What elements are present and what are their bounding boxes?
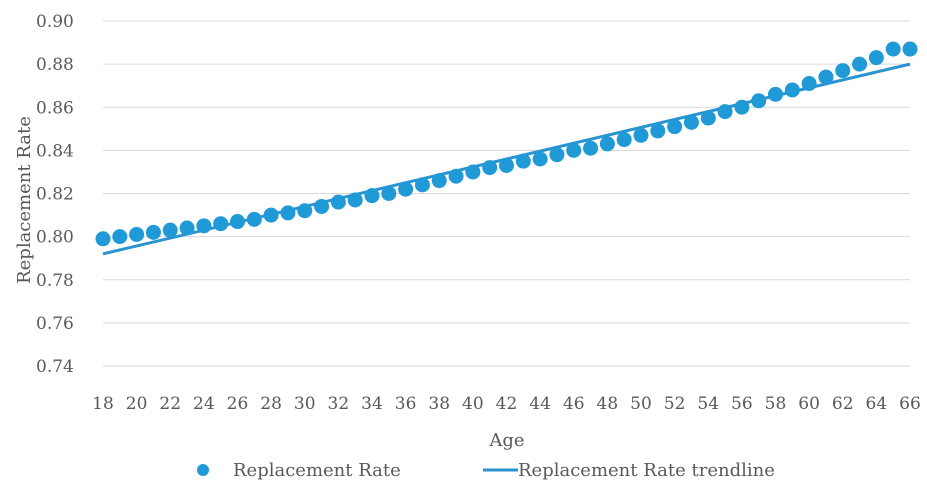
data-point bbox=[616, 132, 632, 148]
x-tick-label: 66 bbox=[899, 394, 921, 414]
data-point bbox=[868, 50, 884, 66]
data-point bbox=[364, 188, 380, 204]
data-point bbox=[583, 140, 599, 156]
data-point bbox=[314, 198, 330, 214]
x-tick-label: 50 bbox=[630, 394, 652, 414]
x-tick-label: 24 bbox=[193, 394, 215, 414]
legend-label-trendline: Replacement Rate trendline bbox=[518, 460, 775, 481]
x-tick-label: 58 bbox=[765, 394, 787, 414]
x-tick-label: 18 bbox=[92, 394, 114, 414]
scatter-series bbox=[95, 41, 918, 247]
y-tick-label: 0.76 bbox=[36, 314, 74, 334]
data-point bbox=[330, 194, 346, 210]
x-tick-label: 20 bbox=[126, 394, 148, 414]
x-tick-label: 30 bbox=[294, 394, 316, 414]
x-tick-labels: 18 20 22 24 26 28 30 32 34 36 38 40 42 44 46 48 50 52 54 56… bbox=[92, 394, 921, 414]
data-point bbox=[129, 226, 145, 242]
data-point bbox=[532, 151, 548, 167]
y-tick-labels: 0.74 0.76 0.78 0.80 0.82 0.84 0.86 0.88 0.90 bbox=[36, 12, 74, 377]
x-tick-label: 54 bbox=[697, 394, 719, 414]
legend: Replacement Rate Replacement Rate trendl… bbox=[197, 460, 775, 481]
data-point bbox=[381, 186, 397, 201]
y-tick-label: 0.82 bbox=[36, 185, 74, 205]
data-point bbox=[297, 203, 313, 219]
y-tick-label: 0.84 bbox=[36, 141, 74, 161]
data-point bbox=[414, 177, 430, 193]
data-point bbox=[145, 224, 161, 240]
data-point bbox=[633, 127, 649, 143]
data-point bbox=[818, 69, 834, 85]
data-point bbox=[667, 119, 683, 135]
data-point bbox=[448, 168, 464, 184]
x-axis-title: Age bbox=[488, 430, 524, 451]
data-point bbox=[230, 214, 245, 230]
x-tick-label: 36 bbox=[395, 394, 417, 414]
y-tick-label: 0.80 bbox=[36, 228, 74, 248]
data-point bbox=[549, 147, 565, 163]
data-point bbox=[347, 192, 363, 208]
x-tick-label: 38 bbox=[428, 394, 450, 414]
data-point bbox=[515, 153, 531, 169]
legend-marker-points bbox=[197, 464, 209, 476]
x-tick-label: 28 bbox=[260, 394, 282, 414]
x-tick-label: 40 bbox=[462, 394, 484, 414]
data-point bbox=[431, 173, 447, 189]
data-point bbox=[784, 82, 800, 98]
y-tick-label: 0.88 bbox=[36, 55, 74, 75]
x-tick-label: 48 bbox=[597, 394, 619, 414]
x-tick-label: 46 bbox=[563, 394, 585, 414]
data-point bbox=[112, 229, 128, 245]
data-point bbox=[213, 216, 229, 232]
data-point bbox=[852, 56, 868, 72]
data-point bbox=[801, 76, 817, 92]
data-point bbox=[196, 218, 212, 234]
x-tick-label: 26 bbox=[227, 394, 249, 414]
data-point bbox=[566, 142, 582, 158]
x-tick-label: 34 bbox=[361, 394, 383, 414]
x-tick-label: 22 bbox=[159, 394, 181, 414]
data-point bbox=[768, 86, 783, 102]
data-point bbox=[751, 93, 767, 109]
y-axis-title: Replacement Rate bbox=[14, 116, 35, 284]
data-point bbox=[263, 207, 279, 223]
data-point bbox=[499, 157, 514, 173]
x-tick-label: 52 bbox=[664, 394, 686, 414]
y-tick-label: 0.78 bbox=[36, 271, 74, 291]
x-tick-label: 56 bbox=[731, 394, 753, 414]
data-point bbox=[734, 99, 750, 115]
data-point bbox=[398, 181, 414, 197]
data-point bbox=[835, 63, 851, 79]
data-point bbox=[650, 123, 666, 139]
x-tick-label: 64 bbox=[866, 394, 888, 414]
x-tick-label: 60 bbox=[798, 394, 820, 414]
data-point bbox=[179, 220, 195, 236]
y-tick-label: 0.86 bbox=[36, 98, 74, 118]
data-point bbox=[717, 104, 733, 120]
legend-label-points: Replacement Rate bbox=[233, 460, 401, 481]
gridlines bbox=[103, 20, 910, 367]
data-point bbox=[599, 136, 615, 152]
data-point bbox=[885, 41, 901, 57]
data-point bbox=[246, 211, 262, 227]
data-point bbox=[162, 222, 178, 238]
y-tick-label: 0.90 bbox=[36, 12, 74, 32]
x-tick-label: 44 bbox=[529, 394, 551, 414]
x-tick-label: 32 bbox=[328, 394, 350, 414]
data-point bbox=[902, 41, 918, 57]
data-point bbox=[95, 231, 111, 247]
data-point bbox=[280, 205, 296, 221]
x-tick-label: 62 bbox=[832, 394, 854, 414]
data-point bbox=[683, 114, 699, 130]
data-point bbox=[465, 164, 481, 180]
data-point bbox=[482, 160, 498, 176]
data-point bbox=[700, 110, 716, 126]
y-tick-label: 0.74 bbox=[36, 357, 74, 377]
x-tick-label: 42 bbox=[496, 394, 518, 414]
